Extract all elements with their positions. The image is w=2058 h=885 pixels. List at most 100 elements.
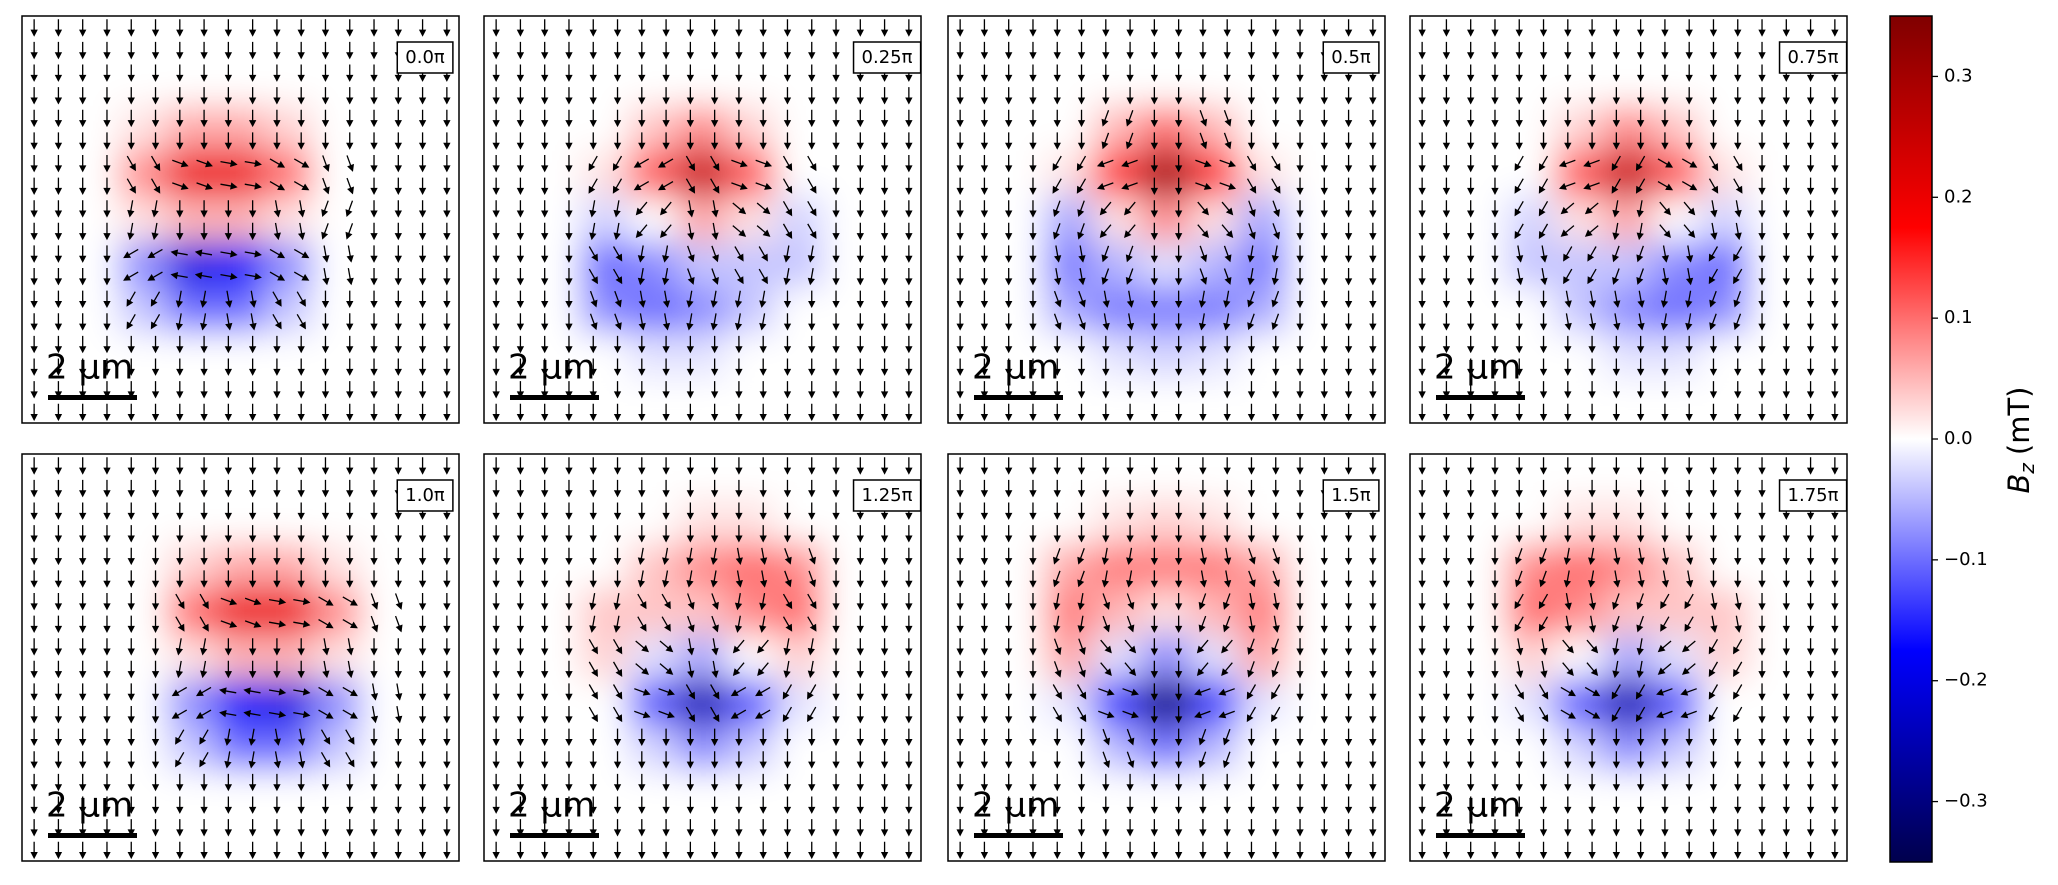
arrow bbox=[126, 291, 136, 307]
arrow bbox=[1661, 64, 1669, 82]
arrow bbox=[687, 200, 695, 218]
heatmap-cell bbox=[118, 634, 169, 681]
arrow bbox=[832, 177, 840, 195]
arrow bbox=[613, 87, 622, 105]
arrow bbox=[443, 290, 451, 309]
arrow bbox=[1684, 593, 1694, 610]
arrow bbox=[1515, 313, 1523, 331]
arrow bbox=[1613, 570, 1621, 588]
arrow bbox=[151, 615, 160, 633]
arrow bbox=[638, 358, 646, 376]
arrow bbox=[1515, 19, 1523, 37]
arrow bbox=[175, 660, 184, 679]
arrow bbox=[1005, 335, 1013, 354]
arrow bbox=[1734, 19, 1742, 37]
arrow bbox=[1636, 381, 1645, 399]
arrow bbox=[980, 592, 989, 611]
arrow bbox=[735, 109, 743, 128]
arrow bbox=[980, 154, 989, 173]
arrow bbox=[905, 592, 913, 611]
arrow bbox=[541, 268, 549, 286]
heatmap-cell bbox=[22, 286, 72, 334]
heatmap-cell bbox=[1141, 724, 1192, 772]
arrow bbox=[1442, 132, 1451, 150]
arrow bbox=[856, 268, 864, 286]
heatmap-cell bbox=[871, 815, 921, 861]
arrow bbox=[1272, 796, 1280, 814]
arrow bbox=[1516, 268, 1524, 286]
heatmap-cell bbox=[948, 151, 998, 198]
arrow bbox=[1831, 457, 1839, 475]
arrow bbox=[735, 819, 743, 837]
arrow bbox=[1733, 684, 1743, 700]
arrow bbox=[1418, 154, 1426, 173]
arrow bbox=[589, 87, 597, 105]
arrow bbox=[1467, 335, 1475, 354]
arrow bbox=[79, 683, 87, 701]
heatmap-cell bbox=[948, 377, 998, 423]
heatmap-cell bbox=[996, 454, 1046, 500]
arrow bbox=[200, 819, 208, 837]
arrow bbox=[1005, 222, 1013, 241]
arrow bbox=[1515, 335, 1523, 354]
heatmap-cell bbox=[871, 241, 921, 288]
arrow bbox=[54, 64, 63, 82]
arrow bbox=[1782, 222, 1790, 241]
arrow bbox=[956, 268, 964, 286]
arrow bbox=[1052, 684, 1062, 700]
arrow bbox=[79, 358, 87, 376]
arrow bbox=[1223, 381, 1231, 399]
arrow bbox=[710, 381, 719, 399]
arrow bbox=[735, 751, 743, 769]
arrow bbox=[1467, 403, 1475, 422]
arrow bbox=[1539, 290, 1548, 309]
arrow bbox=[856, 313, 864, 331]
arrow bbox=[980, 841, 989, 860]
arrow bbox=[1656, 710, 1673, 719]
arrow bbox=[1588, 819, 1596, 837]
arrow bbox=[613, 64, 622, 82]
arrow bbox=[1491, 547, 1499, 566]
arrow bbox=[1199, 19, 1207, 37]
arrow bbox=[1296, 358, 1304, 376]
arrow bbox=[418, 200, 427, 218]
arrow bbox=[54, 706, 63, 724]
arrow bbox=[1685, 109, 1693, 128]
heatmap-cell bbox=[1749, 724, 1799, 772]
heatmap-cell bbox=[1700, 634, 1751, 681]
arrow bbox=[710, 502, 719, 520]
arrow bbox=[1564, 592, 1572, 611]
arrow bbox=[1077, 64, 1086, 82]
heatmap-cell bbox=[215, 286, 266, 334]
arrow bbox=[1272, 615, 1280, 633]
arrow bbox=[200, 796, 208, 814]
arrow bbox=[1710, 615, 1718, 633]
arrow bbox=[1491, 728, 1499, 747]
arrow bbox=[321, 479, 330, 498]
arrow bbox=[1657, 663, 1672, 675]
heatmap-cell bbox=[1700, 770, 1751, 817]
arrow bbox=[1296, 751, 1304, 769]
arrow bbox=[1078, 661, 1086, 678]
arrow bbox=[1246, 178, 1257, 194]
arrow bbox=[541, 479, 549, 498]
heatmap-cell bbox=[484, 286, 534, 334]
arrow bbox=[370, 358, 378, 376]
arrow bbox=[220, 182, 238, 190]
arrow bbox=[224, 751, 232, 769]
arrow bbox=[1733, 706, 1743, 723]
heatmap-cell bbox=[1044, 196, 1095, 243]
arrow bbox=[200, 19, 208, 37]
heatmap-cell bbox=[1797, 241, 1847, 288]
arrow bbox=[659, 663, 674, 675]
heatmap-cell bbox=[1093, 679, 1143, 726]
arrow bbox=[175, 593, 185, 610]
arrow bbox=[905, 638, 913, 656]
arrow bbox=[541, 728, 549, 747]
arrow bbox=[1102, 87, 1110, 105]
arrow bbox=[150, 291, 161, 307]
arrow bbox=[1491, 751, 1499, 769]
heatmap-cell bbox=[264, 196, 314, 243]
heatmap-cell bbox=[1797, 377, 1847, 423]
arrow bbox=[346, 403, 354, 422]
